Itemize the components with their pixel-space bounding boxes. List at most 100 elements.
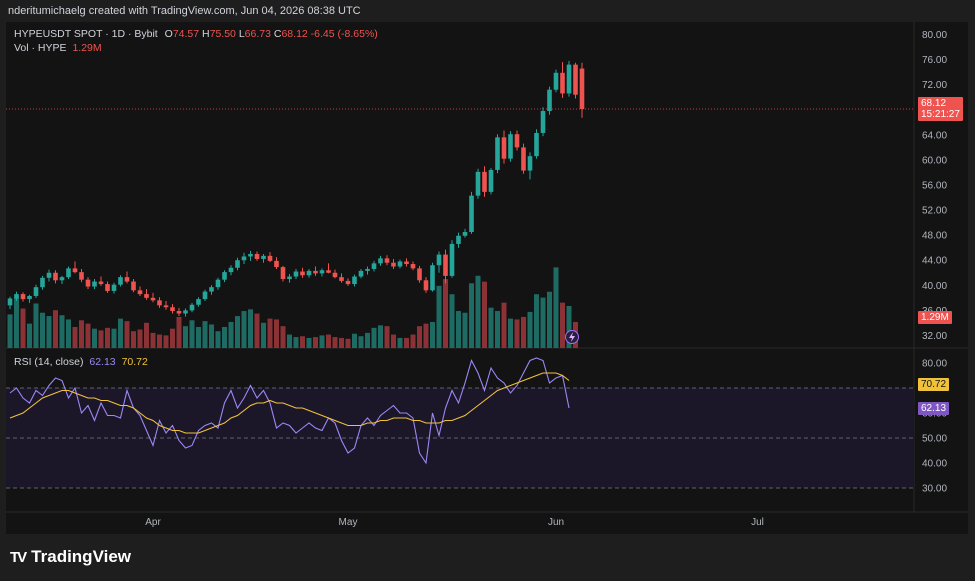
volume-bar: [345, 338, 351, 348]
candle-body: [345, 280, 351, 285]
alert-bolt-glyph: [569, 332, 575, 342]
volume-bar: [358, 336, 364, 348]
candle-body: [508, 134, 513, 159]
candle-body: [404, 261, 409, 264]
candle-body: [274, 260, 279, 268]
rsi-ma-value: 70.72: [121, 356, 148, 368]
time-tick-label: May: [339, 517, 358, 528]
candle-body: [280, 267, 286, 280]
volume-bar: [92, 328, 97, 348]
volume-bar: [404, 337, 409, 348]
candle-body: [352, 276, 357, 285]
candle-body: [14, 294, 19, 299]
symbol-legend: HYPEUSDT SPOT · 1D · Bybit O74.57 H75.50…: [14, 28, 378, 40]
candle-body: [209, 287, 214, 292]
rsi-label: RSI (14, close): [14, 356, 84, 368]
volume-bar: [313, 337, 318, 348]
rsi-value: 62.13: [89, 356, 116, 368]
volume-bar: [189, 320, 195, 348]
candle-body: [215, 279, 221, 288]
candle-body: [313, 270, 318, 274]
volume-label: Vol · HYPE: [14, 42, 67, 54]
candle-body: [105, 284, 110, 291]
candle-body: [111, 284, 117, 291]
volume-bar: [53, 310, 58, 348]
symbol-label: HYPEUSDT SPOT · 1D · Bybit: [14, 28, 158, 40]
candle-body: [98, 281, 104, 285]
volume-bar: [215, 331, 221, 348]
candle-body: [189, 304, 195, 311]
volume-bar: [293, 337, 299, 348]
candle-body: [27, 295, 32, 300]
candle-body: [326, 270, 331, 273]
volume-bar: [105, 327, 110, 348]
candle-body: [365, 269, 370, 271]
candle-body: [462, 232, 468, 236]
attribution-text: nderitumichaelg created with TradingView…: [8, 5, 361, 17]
candle-body: [449, 243, 455, 276]
rsi-tick-label: 50.00: [922, 434, 947, 445]
candle-body: [196, 299, 201, 305]
volume-bar: [560, 302, 565, 348]
volume-bar: [326, 334, 331, 348]
rsi-tick-label: 40.00: [922, 459, 947, 470]
volume-bar: [540, 297, 546, 348]
time-tick-label: Jun: [548, 517, 564, 528]
candle-body: [7, 298, 13, 306]
volume-bar: [157, 334, 162, 348]
chart-canvas[interactable]: 80.00 76.00 72.00 64.00 60.00 56.00 52.00 48.00…: [6, 22, 968, 534]
candle-body: [144, 294, 149, 298]
price-tick-label: 44.00: [922, 256, 947, 267]
volume-bar: [488, 307, 494, 348]
chart-panel[interactable]: 80.00 76.00 72.00 64.00 60.00 56.00 52.00 48.00…: [6, 22, 968, 534]
candle-body: [40, 277, 45, 288]
price-tick-label: 76.00: [922, 55, 947, 66]
candle-body: [20, 294, 26, 300]
price-tick-label: 72.00: [922, 80, 947, 91]
price-tick-label: 80.00: [922, 30, 947, 41]
candle-body: [150, 297, 156, 301]
low-value: 66.73: [244, 28, 271, 40]
rsi-tick-label: 30.00: [922, 484, 947, 495]
volume-bar: [553, 267, 559, 348]
candle-body: [306, 270, 312, 276]
volume-bar: [449, 294, 455, 348]
candle-body: [176, 311, 182, 314]
candle-body: [157, 300, 162, 306]
volume-bar: [521, 316, 526, 348]
volume-bar: [163, 335, 169, 348]
high-value: 75.50: [209, 28, 236, 40]
brand-name: TradingView: [31, 547, 131, 566]
candle-body: [430, 265, 435, 291]
volume-bar: [566, 306, 572, 348]
volume-bar: [20, 308, 26, 348]
candle-body: [358, 270, 364, 277]
candle-body: [183, 310, 188, 314]
volume-bar: [118, 318, 123, 348]
candle-body: [235, 260, 240, 268]
volume-bar: [482, 281, 487, 348]
countdown-value: 15:21:27: [921, 109, 960, 120]
volume-bar: [306, 337, 312, 348]
candle-body: [423, 280, 429, 291]
volume-bar: [254, 313, 260, 348]
price-tick-label: 64.00: [922, 130, 947, 141]
candle-body: [417, 268, 422, 281]
candle-body: [53, 272, 58, 281]
volume-bar: [547, 291, 552, 348]
rsi-ma-line: [9, 372, 570, 434]
volume-bar: [319, 335, 325, 348]
volume-bar: [59, 315, 65, 348]
volume-bar: [443, 279, 448, 348]
volume-bar: [222, 327, 227, 348]
volume-bar: [131, 331, 136, 348]
candle-body: [137, 290, 143, 295]
volume-bar: [514, 319, 520, 348]
candle-body: [378, 258, 383, 264]
candle-body: [547, 89, 552, 112]
tradingview-brand[interactable]: TV TradingView: [10, 547, 131, 567]
volume-bar: [378, 325, 383, 348]
volume-bar: [397, 337, 403, 348]
volume-bar: [267, 318, 273, 348]
candle-body: [384, 258, 390, 263]
